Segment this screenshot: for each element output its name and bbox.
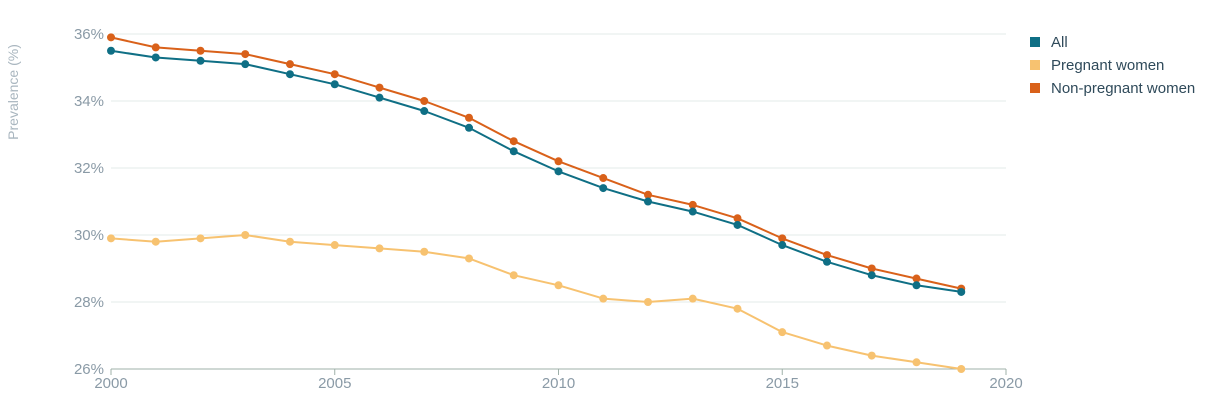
data-point[interactable] <box>375 93 384 102</box>
data-point[interactable] <box>733 220 742 229</box>
data-point[interactable] <box>196 46 205 55</box>
data-point[interactable] <box>599 174 608 183</box>
series-lines <box>107 33 966 373</box>
legend-swatch <box>1030 83 1040 93</box>
data-point[interactable] <box>196 56 205 65</box>
data-point[interactable] <box>554 281 563 290</box>
legend-label: All <box>1051 34 1068 51</box>
data-point[interactable] <box>644 190 652 199</box>
data-point[interactable] <box>151 43 160 52</box>
data-point[interactable] <box>465 113 473 122</box>
legend-item-all[interactable]: All <box>1030 34 1068 51</box>
data-point[interactable] <box>241 60 250 69</box>
series-line <box>110 234 962 370</box>
grid-lines <box>111 33 1006 370</box>
data-point[interactable] <box>420 107 429 116</box>
data-point[interactable] <box>599 184 608 193</box>
data-point[interactable] <box>733 214 742 223</box>
data-point[interactable] <box>778 328 787 337</box>
x-tick-label: 2010 <box>542 375 575 392</box>
y-tick-label: 34% <box>74 93 104 110</box>
legend-label: Pregnant women <box>1051 57 1164 74</box>
data-point[interactable] <box>420 247 429 256</box>
data-point[interactable] <box>644 197 652 206</box>
data-point[interactable] <box>867 351 876 360</box>
data-point[interactable] <box>957 365 966 373</box>
series-all <box>107 46 966 296</box>
y-tick-label: 32% <box>74 160 104 177</box>
x-axis-ticks: 2000 2005 2010 2015 2020 <box>94 369 1023 392</box>
data-point[interactable] <box>554 157 563 166</box>
data-point[interactable] <box>688 200 697 209</box>
y-tick-label: 26% <box>74 361 104 378</box>
series-pregnant-women <box>107 231 966 373</box>
y-tick-label: 28% <box>74 294 104 311</box>
data-point[interactable] <box>733 304 742 313</box>
legend[interactable]: All Pregnant women Non-pregnant women <box>1030 34 1195 97</box>
data-point[interactable] <box>420 97 429 105</box>
data-point[interactable] <box>554 167 563 176</box>
x-tick-label: 2015 <box>766 375 799 392</box>
data-point[interactable] <box>286 70 294 79</box>
data-point[interactable] <box>330 80 339 89</box>
data-point[interactable] <box>912 358 921 367</box>
data-point[interactable] <box>107 234 115 243</box>
series-non-pregnant-women <box>107 33 966 293</box>
data-point[interactable] <box>375 244 384 253</box>
data-point[interactable] <box>151 237 160 246</box>
x-tick-label: 2005 <box>318 375 351 392</box>
data-point[interactable] <box>778 241 787 250</box>
data-point[interactable] <box>286 237 294 246</box>
legend-item-non-pregnant-women[interactable]: Non-pregnant women <box>1030 80 1195 97</box>
data-point[interactable] <box>509 271 518 280</box>
data-point[interactable] <box>912 274 921 283</box>
data-point[interactable] <box>107 46 115 55</box>
data-point[interactable] <box>151 53 160 62</box>
data-point[interactable] <box>823 341 831 350</box>
data-point[interactable] <box>465 254 473 263</box>
data-point[interactable] <box>465 123 473 132</box>
data-point[interactable] <box>509 137 518 146</box>
legend-item-pregnant-women[interactable]: Pregnant women <box>1030 57 1164 74</box>
data-point[interactable] <box>867 271 876 280</box>
data-point[interactable] <box>330 241 339 250</box>
x-tick-label: 2020 <box>989 375 1022 392</box>
data-point[interactable] <box>823 257 831 266</box>
data-point[interactable] <box>912 281 921 290</box>
series-line <box>110 36 962 290</box>
data-point[interactable] <box>957 287 966 296</box>
data-point[interactable] <box>107 33 115 42</box>
data-point[interactable] <box>778 234 787 243</box>
data-point[interactable] <box>241 50 250 59</box>
y-tick-label: 30% <box>74 227 104 244</box>
series-line <box>110 49 962 293</box>
y-axis-title: Prevalence (%) <box>5 44 21 140</box>
data-point[interactable] <box>688 294 697 303</box>
y-tick-label: 36% <box>74 26 104 43</box>
data-point[interactable] <box>688 207 697 216</box>
data-point[interactable] <box>330 70 339 79</box>
x-tick-label: 2000 <box>94 375 127 392</box>
data-point[interactable] <box>867 264 876 273</box>
legend-label: Non-pregnant women <box>1051 80 1195 97</box>
legend-swatch <box>1030 60 1040 70</box>
data-point[interactable] <box>241 231 250 239</box>
data-point[interactable] <box>196 234 205 243</box>
data-point[interactable] <box>599 294 608 303</box>
legend-swatch <box>1030 37 1040 47</box>
data-point[interactable] <box>644 298 652 306</box>
data-point[interactable] <box>375 83 384 92</box>
data-point[interactable] <box>286 60 294 69</box>
y-axis-ticks: 26% 28% 30% 32% 34% 36% <box>74 26 104 378</box>
data-point[interactable] <box>823 251 831 260</box>
data-point[interactable] <box>509 147 518 156</box>
